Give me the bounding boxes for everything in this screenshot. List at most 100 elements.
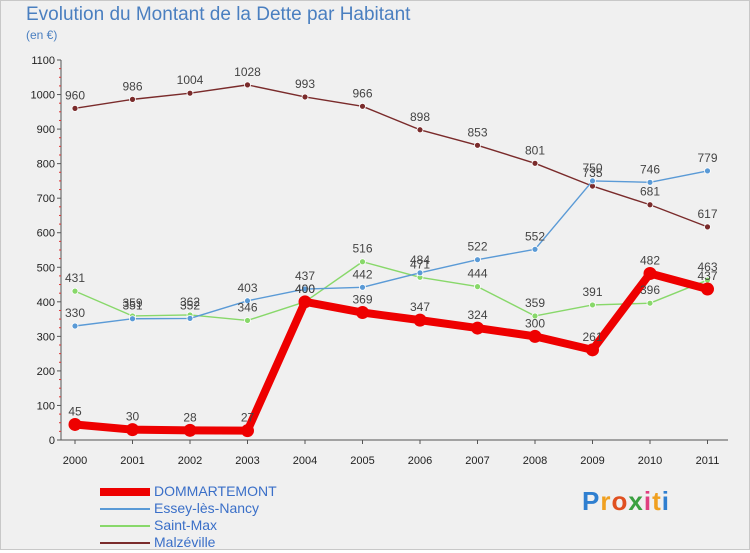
data-label: 986 bbox=[122, 79, 142, 93]
data-point bbox=[531, 159, 539, 167]
legend-label: Essey-lès-Nancy bbox=[154, 500, 260, 516]
x-tick-label: 2004 bbox=[293, 455, 317, 467]
logo-letter: x bbox=[628, 486, 644, 516]
data-point bbox=[471, 321, 484, 335]
data-label: 324 bbox=[467, 308, 487, 322]
data-point bbox=[68, 417, 82, 431]
y-tick-label: 900 bbox=[37, 124, 55, 136]
data-label: 442 bbox=[352, 267, 372, 281]
data-point bbox=[704, 223, 711, 231]
y-tick-label: 1000 bbox=[31, 90, 55, 102]
data-point bbox=[704, 167, 711, 175]
data-point bbox=[416, 269, 424, 277]
data-label: 391 bbox=[582, 285, 602, 299]
proxiti-logo: Proxiti bbox=[582, 486, 670, 517]
data-point bbox=[71, 104, 79, 112]
logo-letter: i bbox=[643, 486, 653, 516]
data-label: 750 bbox=[582, 161, 602, 175]
data-label: 960 bbox=[65, 88, 85, 102]
data-label: 516 bbox=[352, 242, 372, 256]
y-tick-label: 700 bbox=[37, 193, 55, 205]
data-point bbox=[701, 282, 714, 296]
data-point bbox=[416, 126, 424, 134]
x-tick-label: 2006 bbox=[408, 455, 432, 467]
data-label: 330 bbox=[65, 306, 85, 320]
y-tick-label: 1100 bbox=[31, 55, 55, 67]
unit-label: (en €) bbox=[26, 28, 58, 42]
y-tick-label: 100 bbox=[37, 400, 55, 412]
data-point bbox=[71, 287, 79, 295]
data-point bbox=[301, 285, 309, 293]
data-label: 30 bbox=[126, 410, 140, 424]
data-label: 351 bbox=[122, 299, 142, 313]
data-point bbox=[186, 314, 194, 322]
data-label: 28 bbox=[183, 410, 197, 424]
data-label: 993 bbox=[295, 77, 315, 91]
data-label: 853 bbox=[467, 125, 487, 139]
data-point bbox=[586, 343, 599, 357]
data-point bbox=[359, 258, 366, 266]
data-label: 898 bbox=[410, 110, 430, 124]
legend-label: Malzéville bbox=[154, 534, 216, 550]
y-tick-label: 800 bbox=[37, 159, 55, 171]
x-tick-label: 2009 bbox=[580, 455, 604, 467]
legend-label: DOMMARTEMONT bbox=[154, 483, 277, 499]
x-tick-label: 2007 bbox=[465, 455, 489, 467]
data-point bbox=[129, 315, 136, 323]
data-point bbox=[589, 177, 596, 185]
data-label: 471 bbox=[410, 257, 430, 271]
data-label: 359 bbox=[122, 296, 142, 310]
data-label: 1004 bbox=[177, 73, 204, 87]
data-point bbox=[359, 102, 366, 110]
x-tick-label: 2002 bbox=[178, 455, 202, 467]
line-chart: 0 100 200 300 400 500 600 700 800 900 1000 1100 2000… bbox=[31, 55, 728, 467]
data-label: 552 bbox=[525, 229, 545, 243]
data-label: 437 bbox=[697, 269, 717, 283]
data-label: 347 bbox=[410, 300, 430, 314]
data-label: 261 bbox=[582, 330, 602, 344]
data-label: 362 bbox=[180, 295, 200, 309]
x-tick-label: 2011 bbox=[696, 455, 720, 467]
data-label: 403 bbox=[237, 281, 257, 295]
data-point bbox=[126, 423, 139, 437]
data-label: 1028 bbox=[234, 65, 261, 79]
data-label: 779 bbox=[697, 151, 717, 165]
data-label: 735 bbox=[582, 166, 602, 180]
data-label: 369 bbox=[352, 293, 372, 307]
y-tick-label: 400 bbox=[37, 297, 55, 309]
data-point bbox=[646, 201, 654, 209]
series-line-saint-max bbox=[74, 261, 709, 322]
data-point bbox=[129, 95, 136, 103]
series-line-malz-ville bbox=[74, 84, 709, 228]
data-point bbox=[528, 329, 542, 343]
data-label: 801 bbox=[525, 143, 545, 157]
y-tick-label: 600 bbox=[37, 228, 55, 240]
data-point bbox=[241, 424, 254, 438]
chart-title: Evolution du Montant de la Dette par Hab… bbox=[26, 4, 411, 25]
x-tick-label: 2000 bbox=[63, 455, 87, 467]
y-tick-label: 500 bbox=[37, 262, 55, 274]
logo-letter: t bbox=[652, 486, 662, 516]
data-point bbox=[244, 297, 251, 305]
data-label: 400 bbox=[295, 282, 315, 296]
x-tick-label: 2003 bbox=[235, 455, 259, 467]
data-point bbox=[244, 81, 251, 89]
data-label: 463 bbox=[697, 260, 717, 274]
data-point bbox=[474, 141, 481, 149]
series-line-essey-l-s-nancy bbox=[74, 170, 709, 327]
data-label: 45 bbox=[68, 404, 82, 418]
data-point bbox=[646, 178, 654, 186]
data-label: 400 bbox=[295, 282, 315, 296]
data-label: 437 bbox=[295, 269, 315, 283]
data-label: 444 bbox=[467, 267, 487, 281]
data-label: 482 bbox=[640, 253, 660, 267]
data-point bbox=[359, 283, 366, 291]
data-label: 484 bbox=[410, 253, 430, 267]
logo-letter: P bbox=[582, 486, 601, 516]
y-tick-label: 300 bbox=[37, 331, 55, 343]
data-label: 966 bbox=[352, 86, 372, 100]
x-tick-label: 2008 bbox=[523, 455, 547, 467]
data-point bbox=[643, 266, 657, 280]
data-point bbox=[531, 245, 539, 253]
logo-letter: r bbox=[600, 486, 612, 516]
